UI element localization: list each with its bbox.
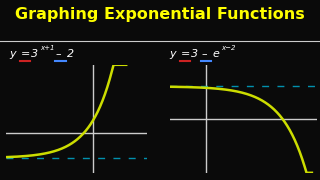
Text: 2: 2 [67,49,74,59]
Text: 3: 3 [31,49,38,59]
Text: =: = [181,49,190,59]
Text: =: = [21,49,30,59]
Text: –: – [202,49,207,59]
Text: e: e [212,49,219,59]
Text: x+1: x+1 [40,45,54,51]
Text: x−2: x−2 [221,45,235,51]
Text: y: y [170,49,176,59]
Text: 3: 3 [191,49,198,59]
Text: Graphing Exponential Functions: Graphing Exponential Functions [15,7,305,22]
Text: y: y [10,49,16,59]
Text: –: – [56,49,62,59]
